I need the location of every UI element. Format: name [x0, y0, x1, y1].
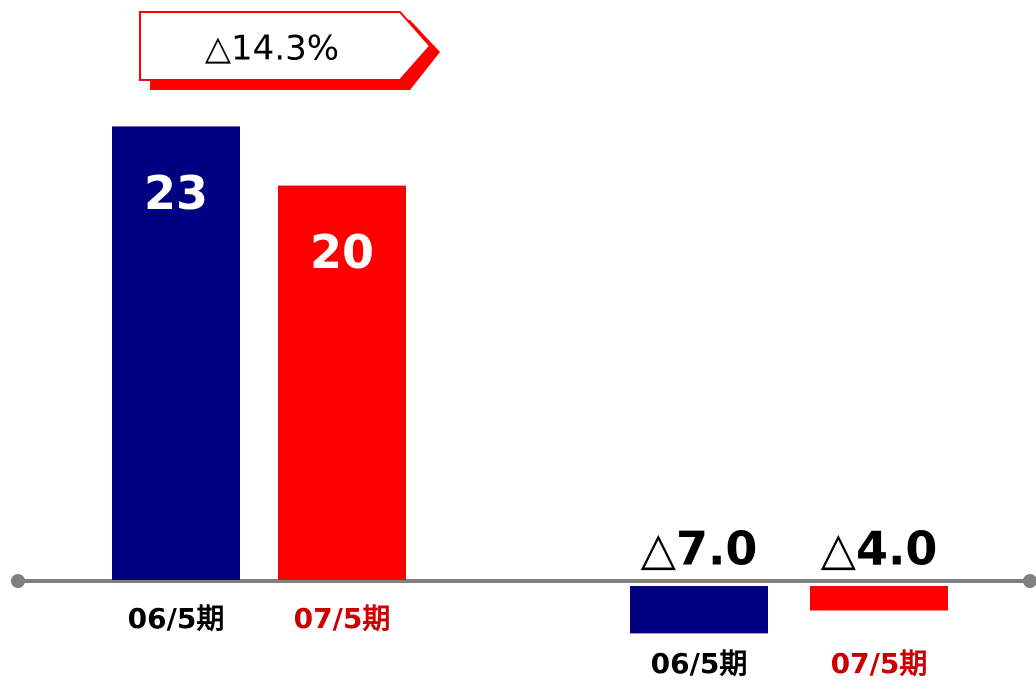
value-label: 23 — [144, 166, 208, 220]
bar — [810, 586, 948, 611]
bar — [630, 586, 768, 634]
bar — [278, 185, 406, 580]
value-label: 20 — [310, 225, 374, 279]
value-label: △4.0 — [821, 522, 938, 576]
category-label: 06/5期 — [128, 602, 225, 635]
callout-box — [139, 11, 432, 81]
category-label: 06/5期 — [651, 647, 748, 680]
annotation: △14.3% — [205, 29, 339, 69]
category-label: 07/5期 — [831, 647, 928, 680]
bar — [112, 126, 240, 580]
axis-end — [11, 574, 25, 588]
axis-end — [1023, 574, 1036, 588]
category-label: 07/5期 — [294, 602, 391, 635]
value-label: △7.0 — [641, 522, 758, 576]
callout: △14.3% — [139, 11, 440, 90]
